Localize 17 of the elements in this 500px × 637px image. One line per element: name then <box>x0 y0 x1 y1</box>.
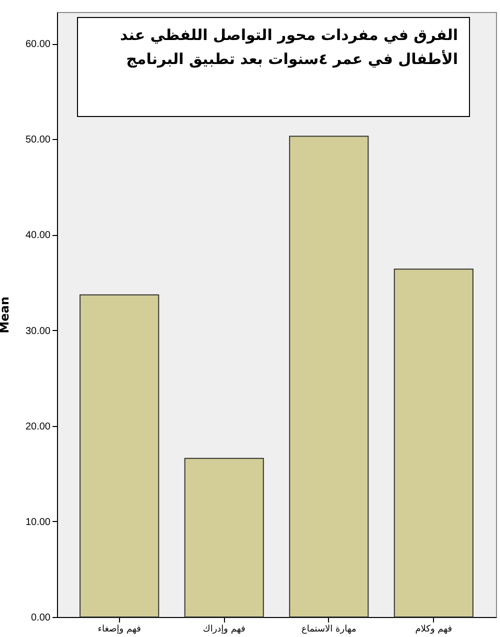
bar <box>80 294 160 618</box>
y-tick-label: 10.00 <box>25 516 51 528</box>
x-tick-label: فهم وإدراك <box>202 624 246 634</box>
y-tick-label: 20.00 <box>25 421 51 432</box>
y-tick-label: 60.00 <box>25 39 51 50</box>
x-tick-label: فهم وكلام <box>415 624 452 634</box>
x-tick-label: فهم وإصغاء <box>98 624 141 634</box>
y-tick-label: 50.00 <box>25 134 51 146</box>
y-tick-label: 40.00 <box>25 230 51 242</box>
y-tick-label: 30.00 <box>25 326 51 337</box>
text: الفرق في مفردات محور التواصل اللفظي عند الأطفال في عمر ٤سنوات بعد تطبيق البرنامج <box>119 25 458 70</box>
bar <box>394 268 474 618</box>
y-axis-title: Mean <box>0 296 12 334</box>
bar <box>184 458 264 618</box>
bar <box>289 136 369 618</box>
x-tick-label: مهارة الاستماع <box>301 624 356 634</box>
y-tick-label: 0.00 <box>31 612 51 624</box>
